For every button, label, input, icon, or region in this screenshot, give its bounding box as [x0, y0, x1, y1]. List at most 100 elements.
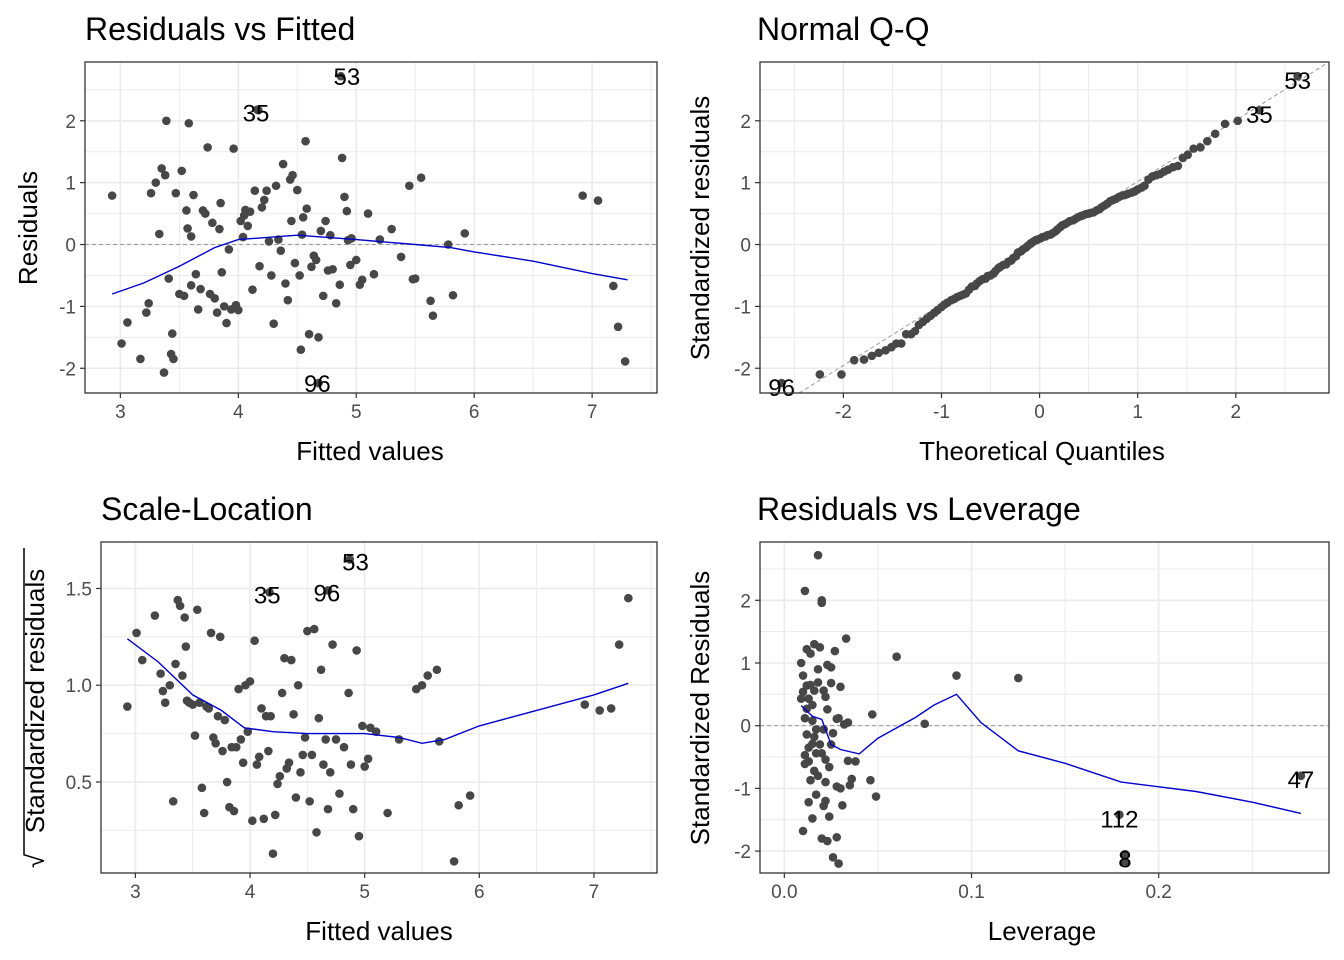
data-point [312, 828, 321, 837]
data-point [288, 170, 297, 180]
data-point [802, 730, 812, 739]
data-point [168, 797, 178, 806]
y-tick-label: 1 [740, 174, 751, 195]
data-point [337, 153, 347, 163]
plot-title: Residuals vs Fitted [85, 11, 355, 47]
qq-reference-line [798, 62, 1329, 393]
data-point [188, 700, 198, 709]
y-tick-label: 1.0 [66, 676, 92, 697]
data-point [159, 368, 169, 377]
panel-border [759, 541, 1330, 874]
data-point [183, 224, 192, 233]
y-tick-label: 1 [65, 174, 76, 195]
data-point [342, 206, 352, 216]
data-point [1196, 143, 1205, 152]
data-point [117, 339, 126, 348]
data-point [316, 226, 326, 236]
data-point [832, 832, 842, 842]
data-point [186, 281, 196, 290]
data-point [331, 298, 341, 308]
data-point [289, 709, 298, 719]
data-point [426, 296, 435, 306]
data-point [234, 684, 243, 694]
y-axis-title-group: √ Standardized residuals [20, 548, 50, 868]
x-tick-label: -1 [933, 402, 950, 423]
x-axis-title: Fitted values [296, 436, 443, 466]
data-point [454, 800, 463, 810]
y-axis-title: Residuals [13, 171, 43, 285]
data-point [351, 255, 361, 265]
data-point [339, 742, 349, 752]
data-point [394, 735, 404, 744]
data-point [354, 831, 364, 841]
data-point [620, 357, 630, 366]
point-label: 8 [1118, 847, 1131, 874]
data-point [821, 796, 830, 806]
data-point [817, 598, 827, 608]
data-point [328, 264, 337, 274]
data-point [358, 721, 367, 731]
data-point [167, 329, 177, 338]
data-point [219, 302, 229, 311]
data-point [910, 326, 920, 336]
data-point [254, 752, 264, 762]
data-point [826, 663, 836, 672]
data-point [314, 378, 323, 388]
panel-scale-location: Scale-Location Fitted values √ Standardi… [20, 491, 658, 946]
data-point [811, 790, 821, 799]
data-point [369, 269, 379, 279]
data-point [137, 655, 147, 665]
data-point [191, 269, 201, 279]
data-point [142, 308, 151, 317]
data-point [150, 611, 160, 620]
data-point [189, 190, 198, 200]
data-point [624, 593, 633, 603]
data-point [250, 636, 259, 646]
data-point [434, 737, 444, 746]
data-point [314, 333, 323, 342]
data-point [828, 853, 838, 862]
data-point [266, 711, 275, 721]
data-point [821, 755, 830, 764]
data-point [465, 791, 475, 800]
data-point [352, 646, 361, 655]
data-point [296, 768, 305, 777]
data-point [293, 680, 303, 690]
data-point [323, 804, 333, 814]
data-point [311, 255, 321, 265]
data-point [836, 682, 845, 692]
data-point [357, 275, 367, 285]
y-tick-label: 2 [740, 591, 751, 612]
data-point [843, 718, 853, 727]
data-point [428, 311, 438, 320]
data-point [808, 716, 817, 725]
data-point [257, 704, 266, 713]
panel-border [759, 61, 1330, 394]
x-tick-label: 3 [130, 882, 141, 903]
data-point [169, 354, 178, 364]
y-tick-label: -2 [59, 359, 76, 380]
data-point [808, 739, 817, 749]
data-point [383, 808, 392, 818]
data-point [808, 814, 817, 823]
data-point [344, 688, 353, 698]
data-point [298, 212, 308, 222]
data-point [132, 628, 141, 638]
data-point [248, 285, 257, 294]
data-point [892, 652, 901, 662]
data-point [847, 774, 857, 784]
data-point [297, 230, 307, 239]
y-tick-label: 0.5 [66, 773, 92, 794]
data-point [448, 290, 458, 300]
data-point [215, 224, 224, 234]
data-point [796, 658, 806, 668]
data-point [305, 797, 314, 806]
data-point [321, 216, 330, 226]
y-tick-label: 1.5 [66, 579, 92, 600]
panel-normal-qq: Normal Q-Q Theoretical Quantiles Standar… [685, 11, 1330, 466]
data-point [264, 237, 274, 246]
data-point [328, 640, 337, 649]
data-point [331, 735, 341, 744]
data-point [179, 291, 189, 301]
